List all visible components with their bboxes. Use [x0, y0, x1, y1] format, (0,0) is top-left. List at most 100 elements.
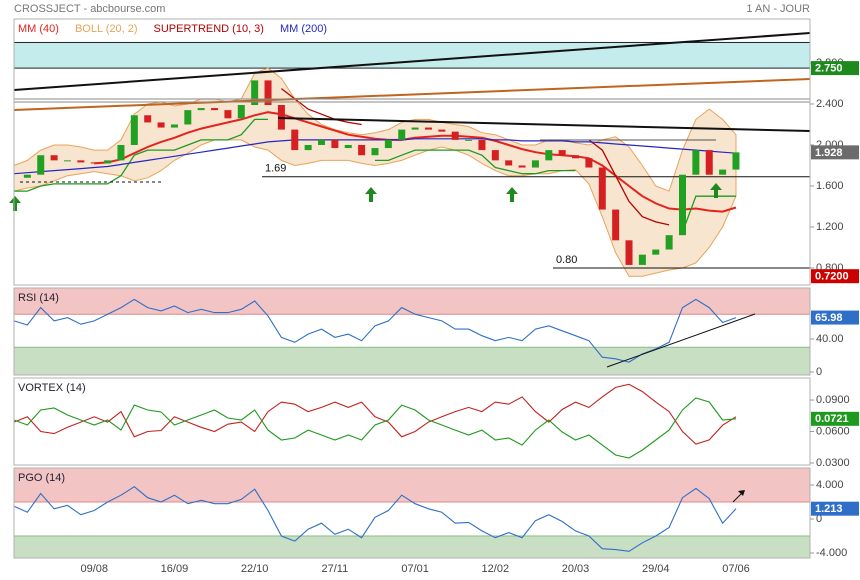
- x-tick-label: 16/09: [161, 563, 189, 575]
- indicator-line: [13, 383, 737, 445]
- candle: [170, 124, 178, 128]
- arrow-head: [738, 490, 745, 496]
- header-period: 1 AN - JOUR: [746, 3, 810, 15]
- overbought-zone: [13, 467, 811, 503]
- overbought-zone: [13, 287, 811, 315]
- candle: [318, 139, 326, 145]
- value-box-label: 1.213: [815, 503, 843, 515]
- candle: [398, 129, 406, 140]
- candle: [77, 160, 85, 163]
- x-tick-label: 20/03: [562, 563, 590, 575]
- trendline: [13, 78, 811, 111]
- candle: [157, 122, 165, 128]
- y-tick-label: 0.0300: [816, 457, 850, 469]
- value-box: [811, 411, 859, 426]
- candle: [558, 150, 566, 156]
- value-box: [811, 310, 859, 325]
- candle: [344, 144, 352, 149]
- candle: [117, 144, 125, 161]
- candle: [63, 160, 71, 162]
- candle: [638, 254, 646, 265]
- candle: [358, 144, 366, 156]
- value-box-label: 1.928: [815, 147, 843, 159]
- candle: [625, 240, 633, 265]
- candle: [491, 150, 499, 161]
- candle: [505, 160, 513, 166]
- candle: [237, 105, 245, 119]
- candle: [144, 115, 152, 123]
- candle: [705, 150, 713, 175]
- y-tick-label: 1.600: [816, 180, 844, 192]
- candle: [572, 155, 580, 159]
- x-tick-label: 27/11: [322, 563, 349, 575]
- indicator-line: [13, 486, 737, 552]
- candle: [23, 174, 31, 178]
- oversold-zone: [13, 346, 811, 376]
- y-tick-label: -4.000: [816, 547, 847, 559]
- y-tick-label: 1.200: [816, 221, 844, 233]
- candle: [304, 144, 312, 151]
- y-tick-label: 40.00: [816, 333, 844, 345]
- legend-entry: MM (40): [18, 23, 59, 35]
- legend-entry: SUPERTREND (10, 3): [154, 23, 264, 35]
- x-tick-label: 07/01: [401, 563, 429, 575]
- candle: [612, 209, 620, 241]
- candle: [90, 162, 98, 164]
- zone: [13, 41, 811, 69]
- panel-title: PGO (14): [18, 472, 65, 484]
- buy-arrow: [506, 187, 518, 202]
- value-box: [811, 145, 859, 160]
- marks: [13, 80, 740, 552]
- x-tick-label: 12/02: [482, 563, 510, 575]
- y-tick-label: 0.0600: [816, 425, 850, 437]
- candle: [130, 115, 138, 145]
- x-tick-label: 29/04: [642, 563, 670, 575]
- candle: [665, 235, 673, 250]
- level-label: 0.80: [556, 254, 577, 266]
- indicator-line: [13, 298, 737, 363]
- oversold-zone: [13, 535, 811, 559]
- trendline: [277, 117, 811, 132]
- supertrend-up: [14, 118, 736, 233]
- buy-arrow: [9, 196, 21, 211]
- trendline: [13, 32, 811, 91]
- y-tick-label: 4.000: [816, 479, 844, 491]
- candle: [331, 139, 339, 149]
- candle: [451, 131, 459, 140]
- y-tick-label: 0.0900: [816, 394, 850, 406]
- indicator-line: [13, 397, 737, 459]
- value-box-label: 2.750: [815, 63, 843, 75]
- panel-frame: [13, 287, 811, 376]
- candle: [411, 127, 419, 130]
- value-box: [811, 501, 859, 516]
- level-label: 1.69: [265, 163, 286, 175]
- signal-arrows: [9, 183, 722, 211]
- candle: [518, 165, 526, 168]
- value-box-label: 0.7200: [815, 271, 849, 283]
- panel-title: RSI (14): [18, 292, 59, 304]
- panel-frame: [13, 467, 811, 559]
- buy-arrow: [710, 183, 722, 198]
- y-tick-label: 2.400: [816, 98, 844, 110]
- candle: [104, 160, 112, 164]
- value-box: [811, 61, 859, 76]
- candle: [197, 108, 205, 111]
- candle: [224, 110, 232, 119]
- candle: [719, 169, 727, 175]
- candle: [211, 108, 219, 111]
- candle: [585, 158, 593, 168]
- candle: [37, 155, 45, 175]
- candle: [384, 139, 392, 149]
- candle: [291, 129, 299, 151]
- value-box-label: 0.0721: [815, 413, 849, 425]
- candle: [531, 160, 539, 168]
- x-tick-label: 07/06: [722, 563, 750, 575]
- legend-entry: MM (200): [280, 23, 327, 35]
- candle: [478, 139, 486, 151]
- candle: [598, 167, 606, 210]
- panel-frame: [13, 377, 811, 466]
- header-title: CROSSJECT - abcbourse.com: [14, 3, 165, 15]
- candle: [692, 150, 700, 175]
